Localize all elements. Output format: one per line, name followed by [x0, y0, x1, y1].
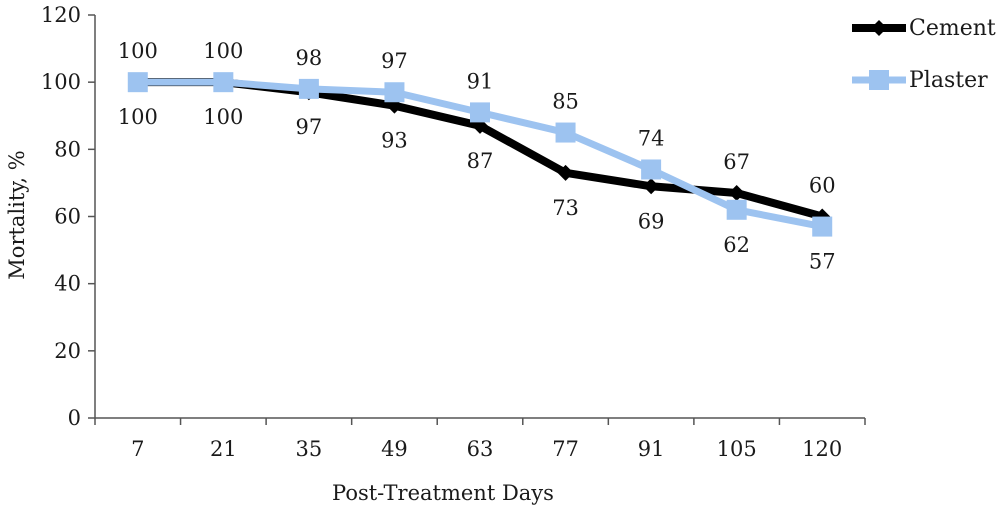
data-point — [641, 159, 662, 180]
series-layer — [127, 72, 833, 237]
x-tick-label: 120 — [802, 437, 842, 461]
y-tick-label: 40 — [54, 272, 81, 296]
y-tick-label: 0 — [68, 406, 81, 430]
data-point — [213, 72, 234, 93]
legend-item-cement: Cement — [852, 16, 996, 41]
data-label-cement: 93 — [381, 129, 408, 153]
x-tick-label: 77 — [552, 437, 579, 461]
y-axis-ticks: 0 20 40 60 80 100 120 — [41, 3, 95, 430]
data-label-plaster: 100 — [118, 39, 158, 63]
y-tick-label: 60 — [54, 205, 81, 229]
data-label-cement: 97 — [296, 115, 323, 139]
data-point — [470, 102, 490, 123]
legend: Cement Plaster — [852, 16, 996, 93]
y-tick-label: 120 — [41, 3, 81, 27]
series-plaster — [127, 72, 833, 237]
data-point — [298, 78, 319, 99]
data-point — [643, 178, 660, 195]
legend-marker — [869, 70, 889, 90]
data-point — [557, 164, 574, 181]
data-label-plaster: 57 — [809, 250, 836, 274]
x-tick-label: 105 — [717, 437, 757, 461]
data-label-cement: 100 — [203, 105, 243, 129]
data-label-cement: 60 — [809, 174, 836, 198]
legend-item-plaster: Plaster — [852, 68, 988, 93]
data-point — [127, 72, 148, 93]
y-axis-title: Mortality, % — [5, 150, 29, 279]
data-label-cement: 69 — [638, 209, 665, 233]
data-label-plaster: 91 — [467, 69, 494, 93]
data-point — [728, 184, 745, 201]
y-tick-label: 80 — [54, 137, 81, 161]
legend-label: Plaster — [909, 68, 988, 93]
data-labels: 100 100 100 100 98 97 97 93 91 87 85 73 74 69 67 62 60 57 — [118, 39, 836, 273]
data-label-plaster: 85 — [552, 90, 579, 114]
data-label-plaster: 98 — [296, 46, 323, 70]
x-axis-title: Post-Treatment Days — [332, 481, 554, 505]
x-tick-label: 63 — [467, 437, 494, 461]
x-tick-label: 7 — [131, 437, 144, 461]
legend-label: Cement — [909, 16, 996, 41]
x-tick-label: 49 — [381, 437, 408, 461]
data-label-plaster: 62 — [723, 233, 750, 257]
data-point — [726, 199, 747, 220]
data-point — [812, 216, 833, 237]
legend-marker — [871, 20, 887, 36]
data-label-cement: 67 — [723, 150, 750, 174]
data-label-cement: 73 — [552, 196, 579, 220]
x-tick-label: 91 — [638, 437, 665, 461]
x-axis-ticks: 7 21 35 49 63 77 91 105 120 — [94, 418, 866, 461]
data-label-cement: 87 — [467, 149, 494, 173]
data-label-plaster: 74 — [638, 126, 665, 150]
data-point — [384, 82, 405, 103]
data-point — [555, 122, 576, 143]
data-label-plaster: 97 — [381, 49, 408, 73]
data-label-plaster: 100 — [203, 39, 243, 63]
y-tick-label: 100 — [41, 70, 81, 94]
y-tick-label: 20 — [54, 339, 81, 363]
x-tick-label: 21 — [210, 437, 237, 461]
data-label-cement: 100 — [118, 105, 158, 129]
x-tick-label: 35 — [296, 437, 323, 461]
